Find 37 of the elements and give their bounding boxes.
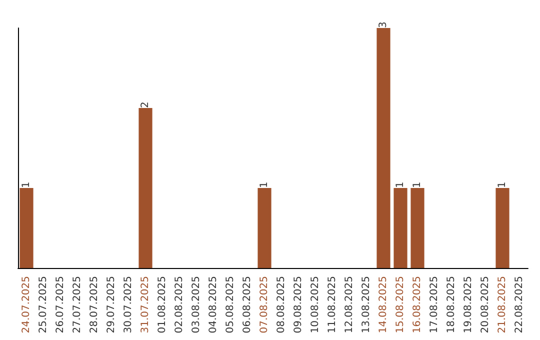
x-tick-label: 12.08.2025 [344,276,355,334]
x-tick-label: 09.08.2025 [293,276,304,334]
x-tick-label: 03.08.2025 [191,276,202,334]
x-tick-label: 08.08.2025 [276,276,287,334]
x-tick-label: 22.08.2025 [514,276,525,334]
data-label: 1 [259,182,270,188]
x-tick-label: 19.08.2025 [463,276,474,334]
data-label: 3 [378,22,389,28]
data-label: 1 [412,182,423,188]
x-tick-label: 15.08.2025 [395,276,406,334]
x-tick-label: 28.07.2025 [89,276,100,334]
x-tick-label: 24.07.2025 [21,276,32,334]
x-tick-label: 30.07.2025 [123,276,134,334]
x-tick-label: 02.08.2025 [174,276,185,334]
x-tick-label: 05.08.2025 [225,276,236,334]
x-tick-label: 27.07.2025 [72,276,83,334]
data-label: 2 [140,102,151,108]
x-tick-label: 14.08.2025 [378,276,389,334]
x-tick-label: 31.07.2025 [140,276,151,334]
data-label: 1 [395,182,406,188]
x-tick-label: 10.08.2025 [310,276,321,334]
x-tick-label: 13.08.2025 [361,276,372,334]
x-tick-label: 04.08.2025 [208,276,219,334]
x-tick-label: 11.08.2025 [327,276,338,334]
x-tick-label: 01.08.2025 [157,276,168,334]
x-tick-label: 26.07.2025 [55,276,66,334]
x-tick-label: 16.08.2025 [412,276,423,334]
x-tick-label: 07.08.2025 [259,276,270,334]
x-tick-label: 18.08.2025 [446,276,457,334]
x-tick-label: 21.08.2025 [497,276,508,334]
x-tick-label: 06.08.2025 [242,276,253,334]
x-tick-label: 25.07.2025 [38,276,49,334]
data-label: 1 [21,182,32,188]
x-tick-label: 29.07.2025 [106,276,117,334]
x-tick-label: 20.08.2025 [480,276,491,334]
x-tick-label: 17.08.2025 [429,276,440,334]
data-label: 1 [497,182,508,188]
